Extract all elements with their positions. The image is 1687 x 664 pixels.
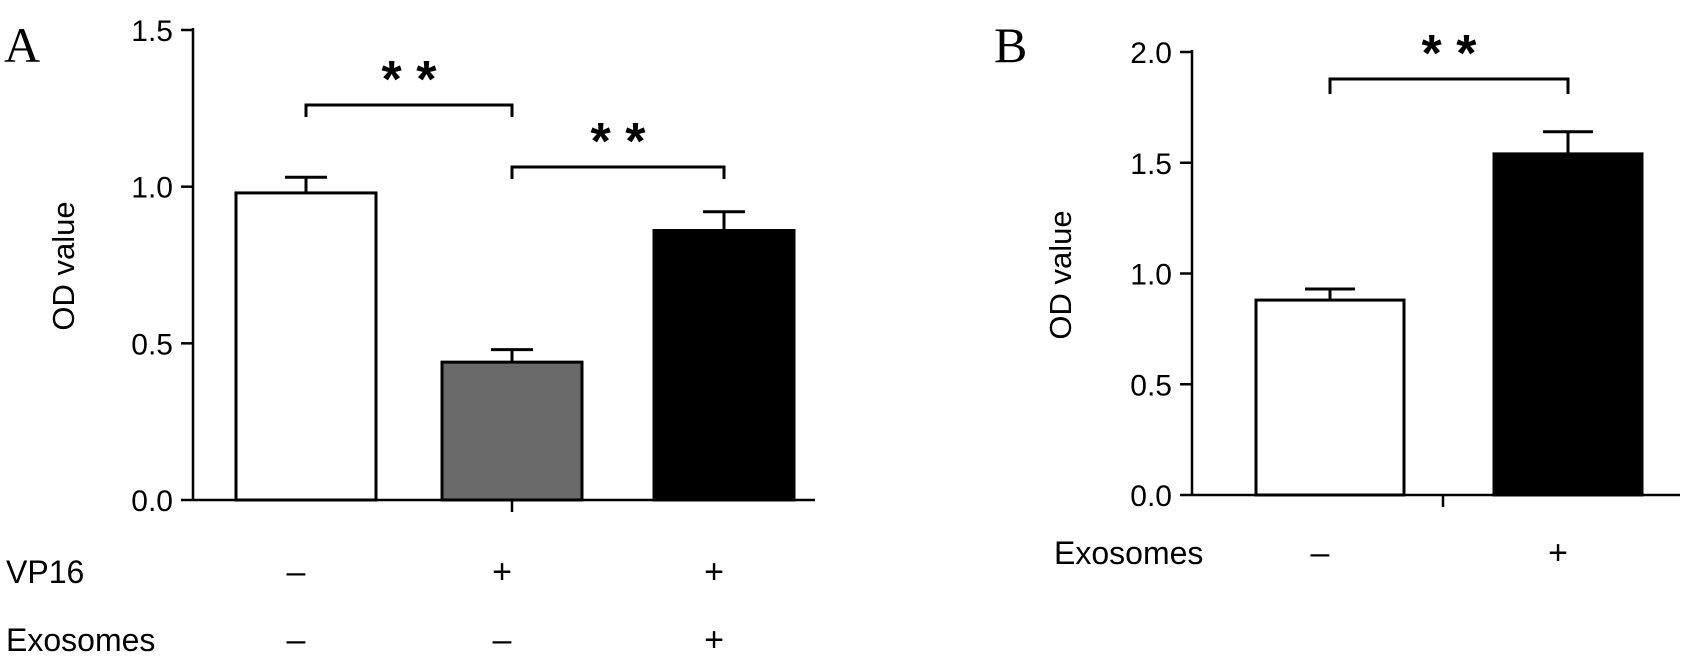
condition-mark: + <box>1548 534 1568 572</box>
condition-row-label: Exosomes <box>1054 535 1203 571</box>
bar <box>1492 152 1644 497</box>
condition-mark: – <box>1311 534 1330 572</box>
panel-letter: B <box>994 17 1027 73</box>
significance-label: * * <box>1422 25 1478 83</box>
y-tick-label: 2.0 <box>1130 37 1172 70</box>
significance-bracket <box>1328 77 1570 94</box>
condition-mark: + <box>704 621 724 659</box>
y-tick-label: 1.5 <box>1130 148 1172 181</box>
significance-bracket <box>510 165 726 179</box>
y-axis-title: OD value <box>1043 210 1078 339</box>
y-tick-label: 1.0 <box>131 172 173 205</box>
significance-label: * * <box>382 51 438 109</box>
condition-mark: – <box>287 621 306 659</box>
panel-a: A 0.0 0.5 1.0 1.5 OD value * * * * VP16 – + + Exosom… <box>4 15 815 659</box>
y-tick-label: 1.5 <box>131 15 173 48</box>
condition-row-label: Exosomes <box>6 622 155 658</box>
significance-label: * * <box>591 113 647 171</box>
bar <box>652 229 796 502</box>
y-tick-label: 1.0 <box>1130 259 1172 292</box>
bar <box>440 360 584 502</box>
bar <box>234 191 378 502</box>
panel-b: B 0.0 0.5 1.0 1.5 2.0 OD value * * Exosomes – + <box>994 17 1680 572</box>
condition-mark: – <box>287 553 306 591</box>
panel-letter: A <box>4 17 40 73</box>
condition-mark: + <box>492 553 512 591</box>
condition-mark: + <box>704 553 724 591</box>
y-tick-label: 0.0 <box>1130 480 1172 513</box>
condition-row-label: VP16 <box>6 554 84 590</box>
significance-bracket <box>304 103 514 117</box>
y-tick-label: 0.5 <box>1130 369 1172 402</box>
bar <box>1254 298 1406 497</box>
y-axis-title: OD value <box>46 201 81 330</box>
y-tick-label: 0.5 <box>131 328 173 361</box>
y-tick-label: 0.0 <box>131 485 173 518</box>
condition-mark: – <box>493 621 512 659</box>
